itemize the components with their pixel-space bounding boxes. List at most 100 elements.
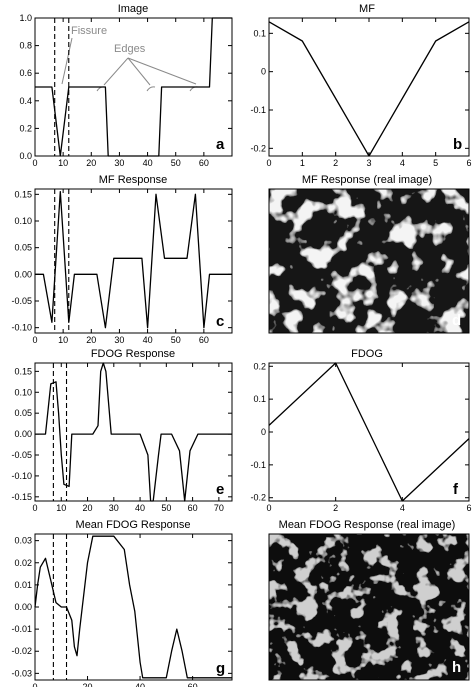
y-tick-label: 0.05	[14, 408, 32, 418]
series-line	[268, 21, 470, 157]
y-tick-label: 0.15	[14, 189, 32, 199]
panel-letter: c	[216, 313, 224, 330]
chart-panel-e: 0 10 20 30 40 50 60 70 -0.15 -0.10 -0.05 0.00 0.05 0.…	[11, 362, 233, 513]
x-tick-label: 3	[366, 158, 371, 168]
chart-panel-b: 0 1 2 3 4 5 6 -0.2 -0.1 0 0.1 b	[250, 17, 472, 168]
series-line	[35, 362, 232, 502]
panel-e-title: FDOG Response	[91, 348, 175, 360]
panel-h-letter: h	[452, 659, 461, 676]
x-tick-label: 5	[433, 158, 438, 168]
x-tick-label: 0	[32, 335, 37, 345]
x-tick-label: 4	[400, 503, 405, 513]
x-tick-label: 20	[86, 158, 96, 168]
series-line	[268, 362, 470, 502]
y-tick-label: -0.2	[250, 143, 266, 153]
panel-a-title: Image	[118, 3, 149, 15]
x-tick-label: 4	[400, 158, 405, 168]
y-tick-label: 0.03	[14, 536, 32, 546]
y-tick-label: -0.10	[11, 471, 32, 481]
x-tick-label: 20	[83, 503, 93, 513]
x-tick-label: 30	[114, 158, 124, 168]
x-tick-label: 40	[135, 682, 145, 687]
panel-h-image: h	[268, 533, 470, 681]
y-tick-label: 0.00	[14, 429, 32, 439]
x-tick-label: 6	[466, 503, 471, 513]
y-tick-label: 0.6	[19, 68, 32, 78]
panel-d-letter: d	[452, 312, 461, 329]
x-tick-label: 50	[171, 335, 181, 345]
y-tick-label: 0.8	[19, 41, 32, 51]
panel-letter: e	[216, 481, 224, 498]
x-tick-label: 40	[143, 158, 153, 168]
panel-g-title: Mean FDOG Response	[76, 519, 191, 531]
x-tick-label: 40	[135, 503, 145, 513]
panel-letter: a	[216, 136, 225, 153]
x-tick-label: 60	[188, 503, 198, 513]
panel-d-image: d	[268, 188, 470, 334]
y-tick-label: -0.15	[11, 492, 32, 502]
y-tick-label: -0.1	[250, 460, 266, 470]
y-tick-label: 0.00	[14, 269, 32, 279]
y-tick-label: 0.1	[253, 28, 266, 38]
x-tick-label: 60	[199, 335, 209, 345]
y-tick-label: -0.10	[11, 323, 32, 333]
panel-letter: f	[453, 481, 459, 498]
y-tick-label: 0.00	[14, 602, 32, 612]
x-tick-label: 60	[188, 682, 198, 687]
fissure-annotation: Fissure	[71, 25, 107, 37]
y-tick-label: -0.1	[250, 105, 266, 115]
series-line	[35, 17, 232, 157]
x-tick-label: 10	[58, 335, 68, 345]
x-tick-label: 0	[32, 503, 37, 513]
x-tick-label: 10	[58, 158, 68, 168]
panel-f-title: FDOG	[351, 348, 383, 360]
x-tick-label: 40	[143, 335, 153, 345]
y-tick-label: -0.01	[11, 624, 32, 634]
panel-c-title: MF Response	[99, 174, 167, 186]
x-tick-label: 0	[266, 503, 271, 513]
plot-frame	[34, 362, 233, 502]
y-tick-label: 0	[261, 427, 266, 437]
chart-panel-f: 0 2 4 6 -0.2 -0.1 0 0.1 0.2 f	[250, 361, 471, 513]
y-tick-label: 0.0	[19, 151, 32, 161]
y-tick-label: 1.0	[19, 13, 32, 23]
series-line	[35, 191, 232, 329]
x-tick-label: 2	[333, 503, 338, 513]
edges-annotation: Edges	[114, 43, 146, 55]
plot-frame	[34, 188, 233, 334]
x-tick-label: 0	[32, 682, 37, 687]
y-tick-label: 0.10	[14, 216, 32, 226]
y-tick-label: -0.03	[11, 668, 32, 678]
annotation-arrows	[61, 37, 199, 92]
y-tick-label: -0.2	[250, 493, 266, 503]
y-tick-label: -0.02	[11, 646, 32, 656]
x-tick-label: 60	[199, 158, 209, 168]
panel-d-title: MF Response (real image)	[302, 174, 432, 186]
y-tick-label: 0.1	[253, 394, 266, 404]
chart-panel-g: 0 20 40 60 -0.03 -0.02 -0.01 0.00 0.01 0.02 0.03 g	[11, 533, 233, 687]
x-tick-label: 20	[86, 335, 96, 345]
y-tick-label: -0.05	[11, 296, 32, 306]
chart-panel-c: 0 10 20 30 40 50 60 -0.10 -0.05 0.00 0.05 0.10 0.15 c	[11, 188, 233, 345]
y-tick-label: 0.05	[14, 243, 32, 253]
y-tick-label: -0.05	[11, 450, 32, 460]
x-tick-label: 30	[114, 335, 124, 345]
y-tick-label: 0.15	[14, 366, 32, 376]
y-tick-label: 0.2	[253, 361, 266, 371]
x-tick-label: 50	[171, 158, 181, 168]
x-tick-label: 6	[466, 158, 471, 168]
series-line	[34, 535, 232, 679]
x-tick-label: 50	[161, 503, 171, 513]
y-tick-label: 0	[261, 67, 266, 77]
panel-h-title: Mean FDOG Response (real image)	[279, 519, 456, 531]
x-tick-label: 20	[83, 682, 93, 687]
panel-b-title: MF	[359, 3, 375, 15]
y-tick-label: 0.4	[19, 96, 32, 106]
y-tick-label: 0.02	[14, 558, 32, 568]
x-tick-label: 30	[109, 503, 119, 513]
x-tick-label: 10	[56, 503, 66, 513]
y-tick-label: 0.2	[19, 123, 32, 133]
x-tick-label: 0	[32, 158, 37, 168]
x-tick-label: 1	[300, 158, 305, 168]
